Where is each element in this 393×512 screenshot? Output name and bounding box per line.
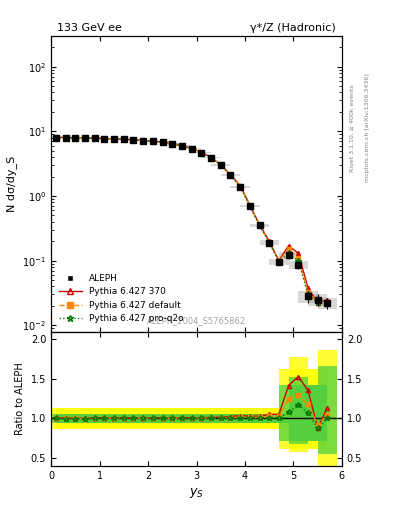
X-axis label: $y_S$: $y_S$ xyxy=(189,486,204,500)
Y-axis label: Ratio to ALEPH: Ratio to ALEPH xyxy=(15,362,25,435)
Text: γ*/Z (Hadronic): γ*/Z (Hadronic) xyxy=(250,23,336,33)
Text: Rivet 3.1.10, ≥ 400k events: Rivet 3.1.10, ≥ 400k events xyxy=(350,84,355,172)
Legend: ALEPH, Pythia 6.427 370, Pythia 6.427 default, Pythia 6.427 pro-q2o: ALEPH, Pythia 6.427 370, Pythia 6.427 de… xyxy=(55,270,187,327)
Text: ALEPH_2004_S5765862: ALEPH_2004_S5765862 xyxy=(147,316,246,326)
Y-axis label: N dσ/dy_S: N dσ/dy_S xyxy=(6,156,17,212)
Text: 133 GeV ee: 133 GeV ee xyxy=(57,23,122,33)
Text: mcplots.cern.ch [arXiv:1306.3436]: mcplots.cern.ch [arXiv:1306.3436] xyxy=(365,74,371,182)
